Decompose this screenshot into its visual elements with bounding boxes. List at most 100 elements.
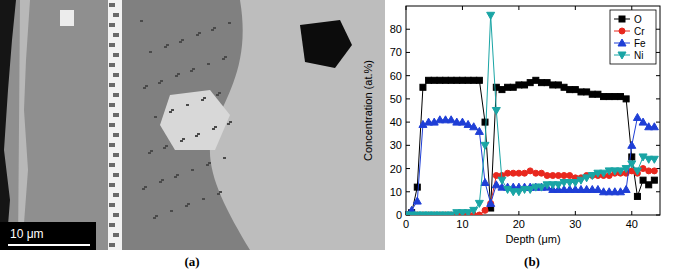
- data-point: [550, 173, 556, 179]
- data-point: [628, 141, 636, 148]
- data-point: [646, 182, 652, 188]
- precipitate: [207, 63, 210, 65]
- panel-label: (b): [524, 254, 540, 269]
- precipitate: [150, 150, 153, 152]
- data-point: [527, 80, 533, 86]
- data-point: [487, 199, 495, 206]
- panel-label: (a): [184, 254, 199, 269]
- precipitate: [145, 85, 148, 87]
- data-point: [554, 182, 562, 189]
- precipitate: [174, 176, 177, 178]
- x-tick-label: 0: [403, 218, 409, 230]
- plot-data: [406, 12, 658, 215]
- data-point: [459, 77, 465, 83]
- data-point: [544, 173, 550, 179]
- data-point: [538, 80, 544, 86]
- data-point: [471, 77, 477, 83]
- y-tick: [656, 215, 660, 216]
- precipitate: [159, 181, 162, 183]
- data-point: [606, 94, 612, 100]
- data-point: [476, 77, 482, 83]
- inner-layer: [0, 0, 108, 250]
- precipitate: [169, 111, 172, 113]
- precipitate: [161, 179, 164, 181]
- precipitate: [223, 157, 226, 159]
- data-point: [492, 181, 500, 188]
- data-point: [550, 82, 556, 88]
- y-tick: [406, 168, 410, 169]
- band-spot: [113, 193, 119, 197]
- y-tick: [406, 29, 410, 30]
- band-spot: [113, 153, 119, 157]
- data-point: [414, 184, 420, 190]
- series-line: [406, 169, 654, 215]
- legend-marker: [619, 28, 625, 34]
- x-tick-label: 10: [456, 218, 468, 230]
- y-tick: [656, 29, 660, 30]
- data-point: [555, 173, 561, 179]
- y-tick: [656, 98, 660, 99]
- precipitate: [203, 97, 206, 99]
- data-point: [633, 113, 641, 120]
- data-point: [522, 170, 528, 176]
- data-point: [622, 185, 630, 192]
- legend-label: Fe: [634, 38, 646, 49]
- data-point: [567, 87, 573, 93]
- data-point: [505, 170, 511, 176]
- data-point: [527, 168, 533, 174]
- precipitate: [163, 147, 166, 149]
- data-point: [571, 179, 579, 186]
- legend: OCrFeNi: [610, 10, 656, 64]
- scale-bar-box: [0, 222, 96, 250]
- data-point: [498, 177, 506, 184]
- grain: [210, 0, 385, 250]
- precipitate: [191, 169, 194, 171]
- data-point: [522, 82, 528, 88]
- data-point: [465, 77, 471, 83]
- band-spot: [113, 233, 119, 237]
- band-spot: [113, 113, 119, 117]
- precipitate: [224, 56, 227, 58]
- band-spot: [113, 53, 119, 57]
- data-point: [426, 77, 432, 83]
- data-point: [476, 212, 482, 215]
- precipitate: [181, 39, 184, 41]
- precipitate: [149, 51, 152, 53]
- precipitate: [180, 140, 183, 142]
- data-point: [640, 177, 646, 183]
- data-point: [431, 77, 437, 83]
- data-point: [516, 82, 522, 88]
- data-point: [482, 207, 488, 213]
- precipitate: [218, 92, 221, 94]
- x-tick: [462, 6, 463, 10]
- precipitate: [165, 145, 168, 147]
- y-tick-label: 80: [390, 23, 402, 35]
- data-point: [578, 89, 584, 95]
- y-tick-label: 20: [390, 163, 402, 175]
- x-tick: [575, 211, 576, 215]
- band-spot: [113, 213, 119, 217]
- x-tick: [631, 211, 632, 215]
- legend-marker: [618, 39, 626, 46]
- y-tick-label: 60: [390, 70, 402, 82]
- data-point: [448, 77, 454, 83]
- precipitate: [166, 44, 169, 46]
- x-tick-label: 30: [569, 218, 581, 230]
- precipitate: [143, 87, 146, 89]
- band-spot: [109, 83, 115, 87]
- x-tick: [518, 6, 519, 10]
- precipitate: [164, 46, 167, 48]
- precipitate: [227, 123, 230, 125]
- data-point: [651, 177, 657, 183]
- band-spot: [109, 243, 115, 247]
- data-point: [510, 84, 516, 90]
- y-tick: [406, 122, 410, 123]
- data-point: [470, 123, 478, 130]
- precipitate: [222, 58, 225, 60]
- band-spot: [109, 103, 115, 107]
- legend-marker: [619, 16, 625, 22]
- precipitate: [148, 152, 151, 154]
- x-tick: [631, 6, 632, 10]
- data-point: [601, 94, 607, 100]
- x-tick-label: 20: [513, 218, 525, 230]
